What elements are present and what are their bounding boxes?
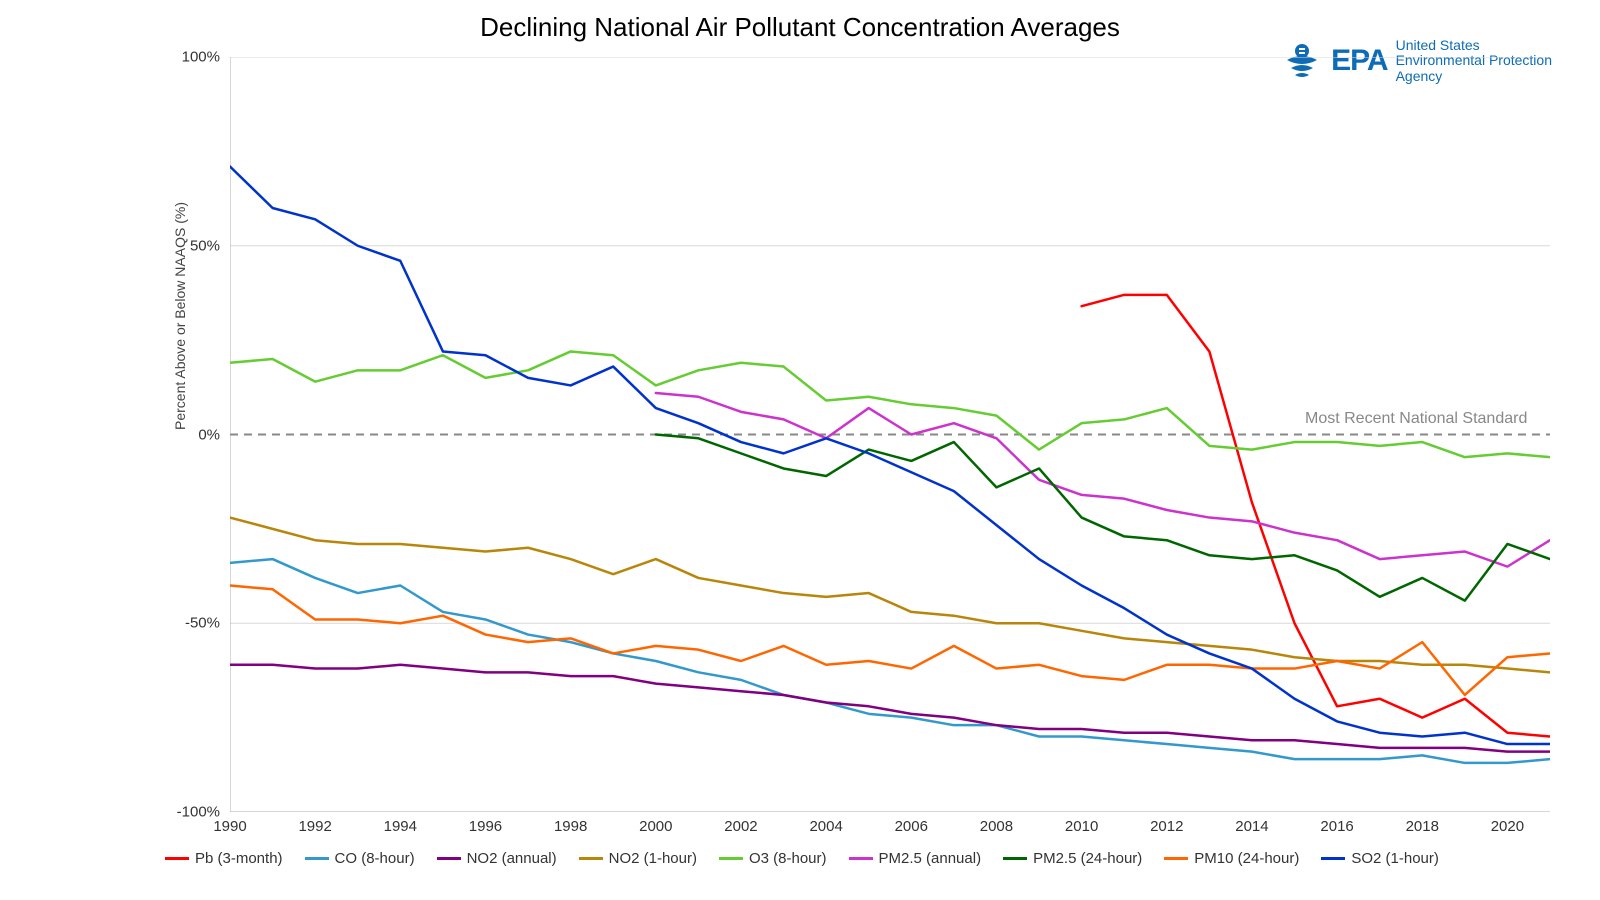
y-tick-label: 50% bbox=[160, 237, 220, 254]
legend-label: Pb (3-month) bbox=[195, 850, 283, 867]
plot-area bbox=[230, 57, 1550, 812]
legend-swatch bbox=[579, 857, 603, 860]
legend: Pb (3-month) CO (8-hour) NO2 (annual) NO2 (… bbox=[165, 850, 1545, 867]
legend-label: CO (8-hour) bbox=[335, 850, 415, 867]
x-tick-label: 1992 bbox=[290, 818, 340, 835]
x-tick-label: 2006 bbox=[886, 818, 936, 835]
x-tick-label: 2008 bbox=[971, 818, 1021, 835]
chart-container: Declining National Air Pollutant Concent… bbox=[0, 0, 1600, 900]
series-no2a bbox=[230, 665, 1550, 752]
y-tick-label: 100% bbox=[160, 49, 220, 66]
legend-swatch bbox=[1164, 857, 1188, 860]
x-tick-label: 2014 bbox=[1227, 818, 1277, 835]
legend-item-pm10[interactable]: PM10 (24-hour) bbox=[1164, 850, 1299, 867]
x-tick-label: 2020 bbox=[1482, 818, 1532, 835]
legend-swatch bbox=[437, 857, 461, 860]
legend-item-no2a[interactable]: NO2 (annual) bbox=[437, 850, 557, 867]
x-tick-label: 2012 bbox=[1142, 818, 1192, 835]
x-tick-label: 2018 bbox=[1397, 818, 1447, 835]
x-tick-label: 1996 bbox=[460, 818, 510, 835]
legend-swatch bbox=[719, 857, 743, 860]
y-tick-label: 0% bbox=[160, 426, 220, 443]
legend-item-o3[interactable]: O3 (8-hour) bbox=[719, 850, 827, 867]
legend-label: O3 (8-hour) bbox=[749, 850, 827, 867]
series-o3 bbox=[230, 351, 1550, 457]
legend-item-pb[interactable]: Pb (3-month) bbox=[165, 850, 283, 867]
legend-swatch bbox=[165, 857, 189, 860]
legend-item-pm25d[interactable]: PM2.5 (24-hour) bbox=[1003, 850, 1142, 867]
series-no2h bbox=[230, 518, 1550, 673]
legend-label: PM2.5 (24-hour) bbox=[1033, 850, 1142, 867]
legend-label: SO2 (1-hour) bbox=[1351, 850, 1439, 867]
legend-swatch bbox=[1003, 857, 1027, 860]
series-pm25d bbox=[656, 435, 1550, 601]
legend-label: NO2 (1-hour) bbox=[609, 850, 697, 867]
legend-item-so2[interactable]: SO2 (1-hour) bbox=[1321, 850, 1439, 867]
zero-line-annotation: Most Recent National Standard bbox=[1305, 410, 1527, 428]
legend-item-no2h[interactable]: NO2 (1-hour) bbox=[579, 850, 697, 867]
y-tick-label: -50% bbox=[160, 615, 220, 632]
x-tick-label: 2002 bbox=[716, 818, 766, 835]
legend-item-co[interactable]: CO (8-hour) bbox=[305, 850, 415, 867]
x-tick-label: 2016 bbox=[1312, 818, 1362, 835]
x-tick-label: 2004 bbox=[801, 818, 851, 835]
y-axis-title: Percent Above or Below NAAQS (%) bbox=[172, 202, 188, 430]
legend-swatch bbox=[305, 857, 329, 860]
x-tick-label: 2000 bbox=[631, 818, 681, 835]
x-tick-label: 1994 bbox=[375, 818, 425, 835]
legend-item-pm25a[interactable]: PM2.5 (annual) bbox=[849, 850, 982, 867]
x-tick-label: 2010 bbox=[1057, 818, 1107, 835]
legend-label: NO2 (annual) bbox=[467, 850, 557, 867]
legend-swatch bbox=[849, 857, 873, 860]
x-tick-label: 1998 bbox=[546, 818, 596, 835]
legend-label: PM2.5 (annual) bbox=[879, 850, 982, 867]
legend-label: PM10 (24-hour) bbox=[1194, 850, 1299, 867]
legend-swatch bbox=[1321, 857, 1345, 860]
x-tick-label: 1990 bbox=[205, 818, 255, 835]
